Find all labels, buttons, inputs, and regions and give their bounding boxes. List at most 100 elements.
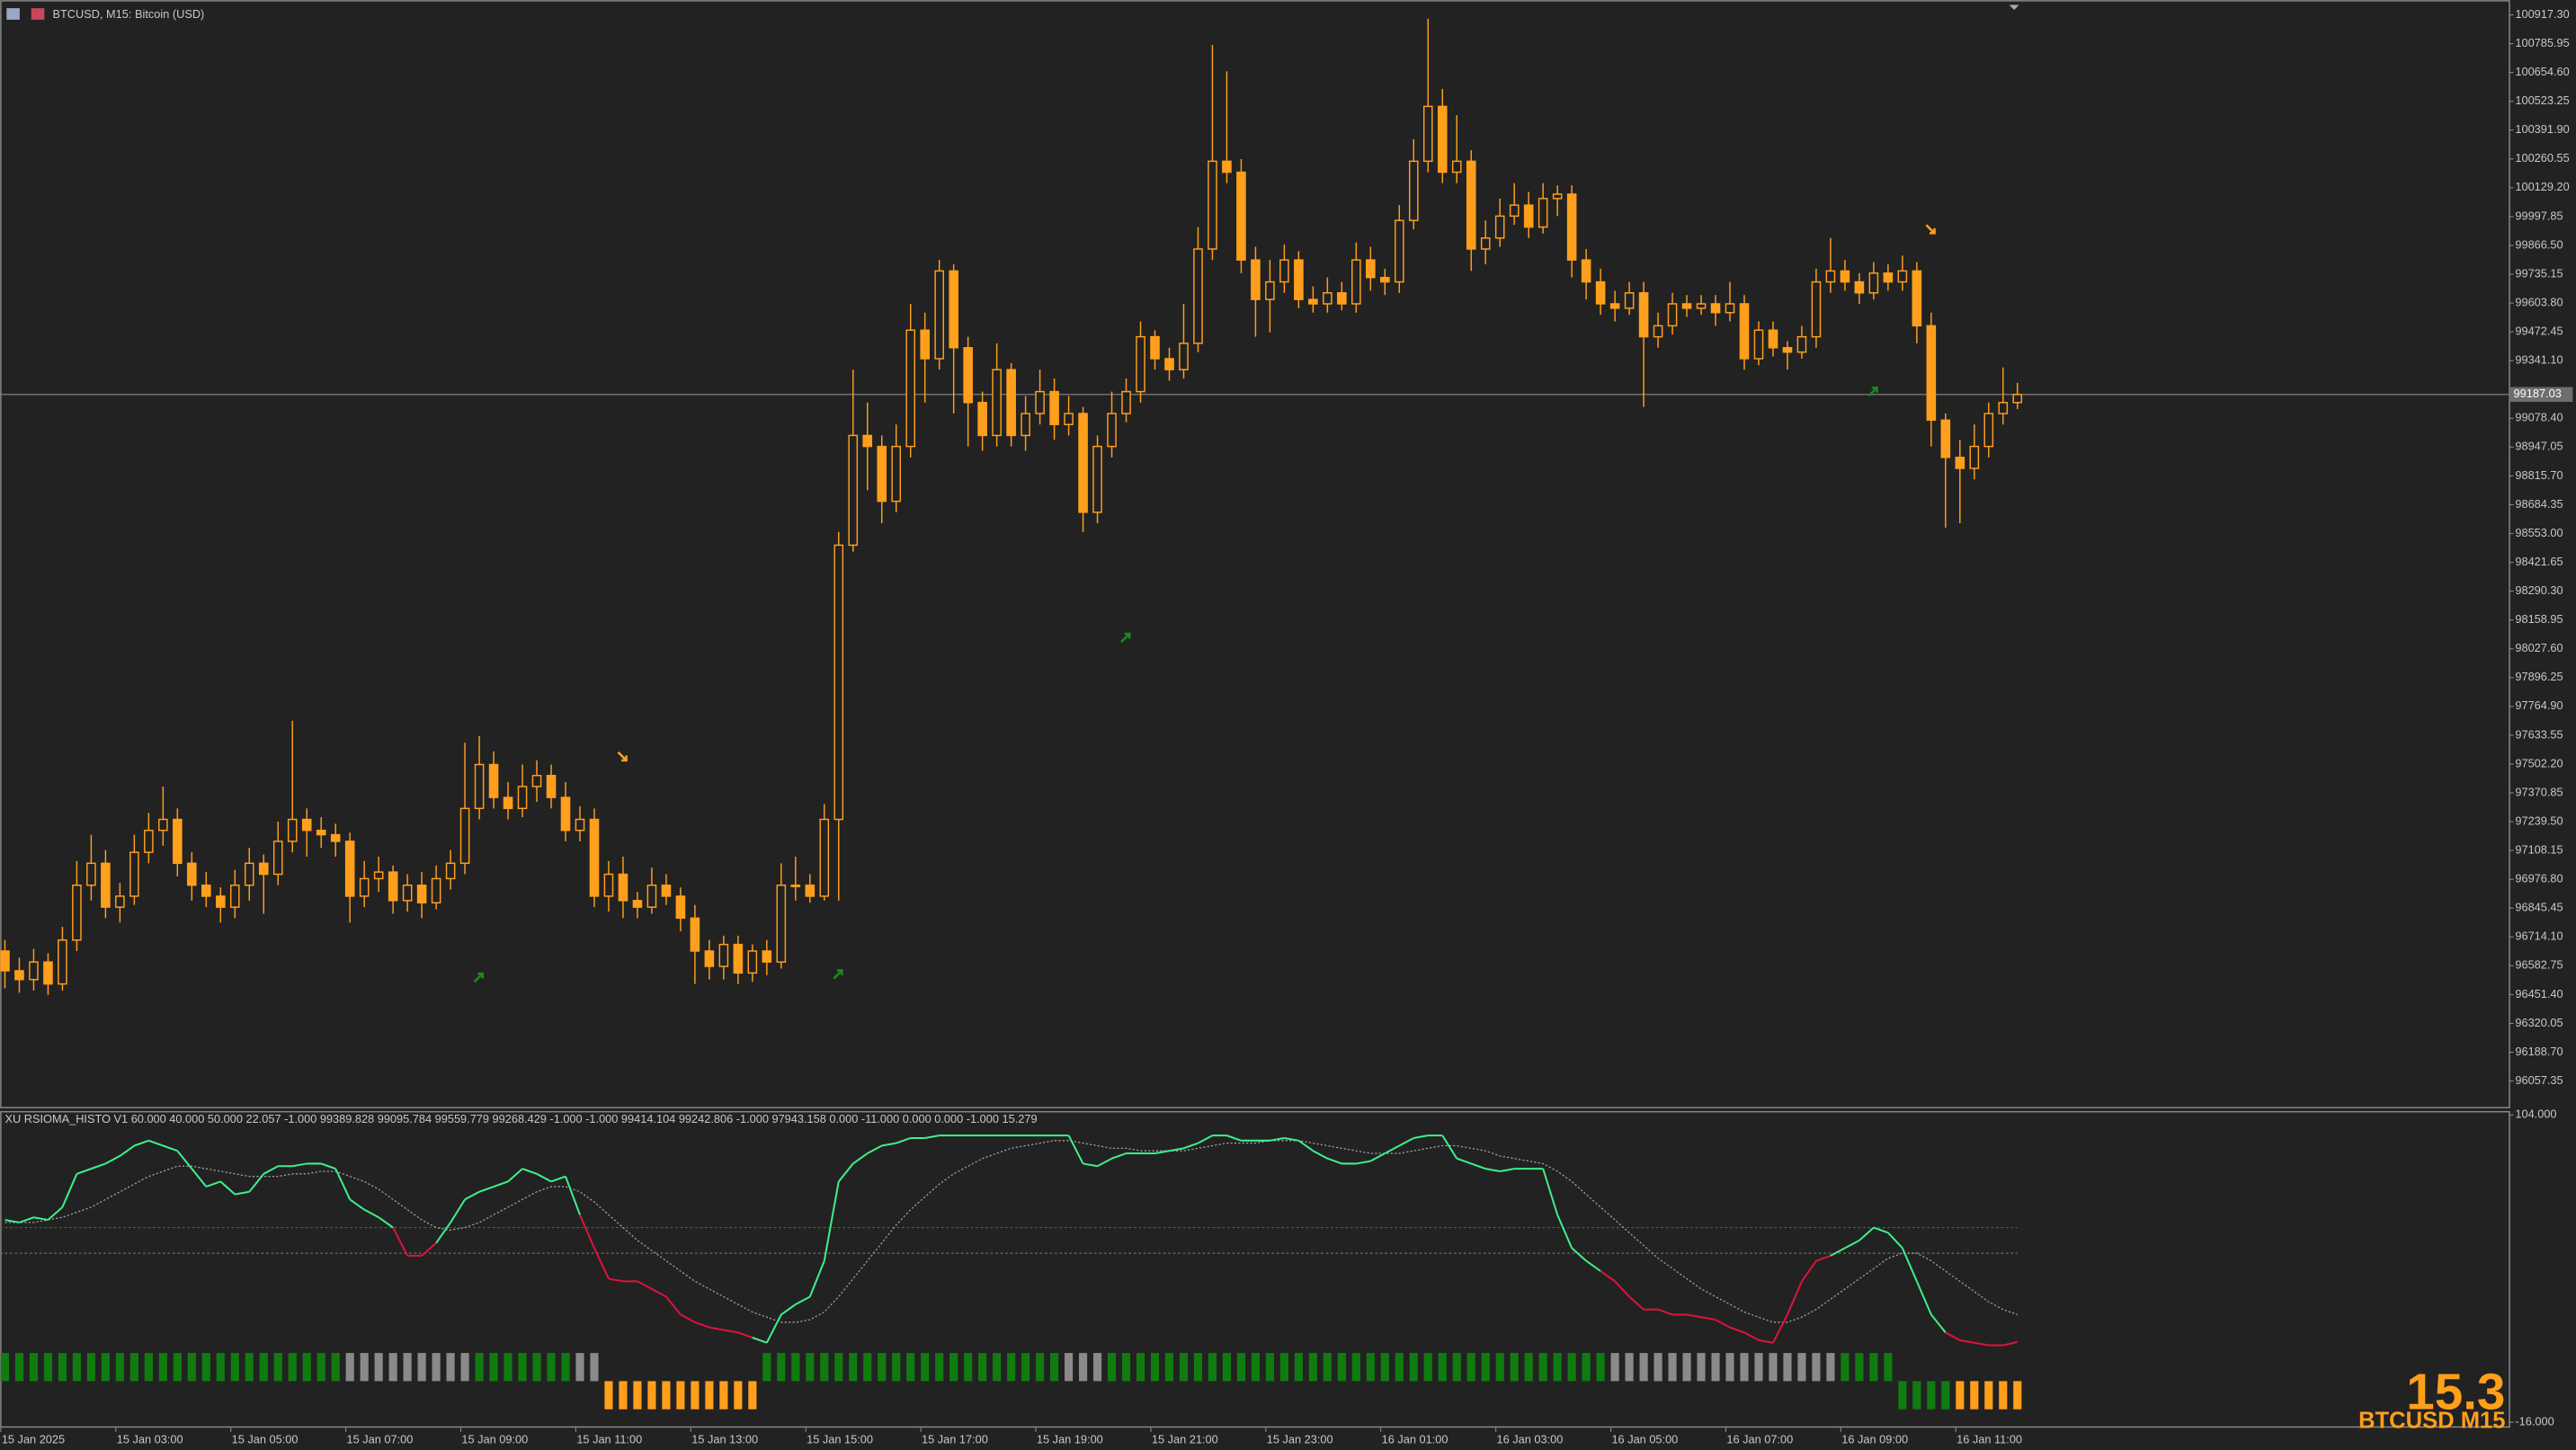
candle-body (1667, 303, 1678, 327)
histogram-bar (1884, 1353, 1893, 1382)
histogram-bar (1395, 1353, 1404, 1382)
histogram-bar (245, 1353, 254, 1382)
histogram-bar (43, 1353, 53, 1382)
histogram-bar (1050, 1353, 1059, 1382)
y-tick-label: 99472.45 (2515, 325, 2563, 338)
histogram-bar (1279, 1353, 1288, 1382)
histogram-bar (1136, 1353, 1145, 1382)
histogram-bar (1927, 1381, 1936, 1410)
rsi-segment (33, 1216, 49, 1222)
x-tick-label: 15 Jan 13:00 (691, 1432, 758, 1446)
histogram-bar (1538, 1353, 1547, 1382)
price-panel-frame (0, 0, 2510, 1108)
rsi-segment (349, 1198, 365, 1211)
rsi-segment (1945, 1331, 1961, 1341)
histogram-bar (1625, 1353, 1634, 1382)
rsi-segment (1585, 1259, 1601, 1272)
candle-body (1064, 413, 1074, 425)
candle-body (301, 818, 312, 832)
rsi-segment (593, 1247, 610, 1279)
rsi-segment (1083, 1162, 1098, 1168)
histogram-bar (216, 1353, 225, 1382)
histogram-bar (590, 1353, 599, 1382)
rsi-segment (1369, 1152, 1386, 1162)
signal-line (4, 1140, 2018, 1323)
histogram-bar (806, 1353, 815, 1382)
histogram-bar (518, 1353, 527, 1382)
candle-body (862, 434, 873, 448)
histogram-bar (1323, 1353, 1332, 1382)
candle-body (1811, 280, 1822, 338)
candle-body (144, 829, 154, 853)
rsi-segment (464, 1190, 480, 1201)
x-tick-label: 15 Jan 19:00 (1037, 1432, 1103, 1446)
histogram-bar (1797, 1353, 1806, 1382)
x-tick-label: 15 Jan 07:00 (347, 1432, 414, 1446)
candle-body (2012, 394, 2023, 404)
candle-body (388, 871, 398, 902)
candle-body (86, 862, 96, 886)
candle-body (1739, 303, 1750, 360)
rsi-segment (1312, 1150, 1328, 1160)
rsi-segment (1500, 1168, 1515, 1172)
histogram-bar (0, 1353, 10, 1382)
histogram-bar (1107, 1353, 1117, 1382)
histogram-bar (360, 1353, 369, 1382)
rsi-segment (478, 1186, 495, 1193)
y-tick-label: 96451.40 (2515, 987, 2563, 1001)
histogram-bar (1912, 1381, 1921, 1410)
candle-body (1624, 292, 1635, 309)
x-tick-label: 16 Jan 09:00 (1841, 1432, 1908, 1446)
rsi-segment (795, 1295, 811, 1305)
y-tick-label: 99735.15 (2515, 266, 2563, 280)
rsi-segment (1930, 1313, 1947, 1333)
rsi-segment (119, 1144, 135, 1157)
candle-body (72, 884, 82, 941)
candle-body (718, 943, 729, 967)
rsi-segment (1097, 1157, 1113, 1168)
rsi-segment (1657, 1308, 1673, 1316)
histogram-bar (1236, 1353, 1245, 1382)
candle-body (1782, 347, 1793, 353)
x-tick-label: 15 Jan 05:00 (232, 1432, 299, 1446)
candle-body (920, 329, 930, 360)
histogram-bar (86, 1353, 95, 1382)
histogram-bar (316, 1353, 325, 1382)
histogram-bar (676, 1381, 685, 1410)
y-tick-label: 96845.45 (2515, 901, 2563, 914)
y-tick-label: 100654.60 (2515, 65, 2569, 78)
y-tick-label: 97764.90 (2515, 698, 2563, 712)
rsi-segment (1356, 1160, 1371, 1165)
histogram-bar (820, 1353, 829, 1382)
candle-body (1883, 272, 1894, 283)
candle-body (1049, 390, 1059, 425)
histogram-bar (748, 1381, 757, 1410)
candle-body (992, 369, 1002, 437)
histogram-bar (1553, 1353, 1562, 1382)
histogram-bar (432, 1353, 441, 1382)
rsi-segment (1154, 1150, 1170, 1155)
candle-body (1725, 303, 1735, 314)
rsi-current-value: 15.3 (2406, 1365, 2505, 1421)
candle-body (1236, 171, 1246, 261)
histogram-bar (1970, 1381, 1979, 1410)
histogram-bar (1409, 1353, 1418, 1382)
candle-body (158, 818, 168, 832)
rsi-segment (1398, 1137, 1414, 1147)
candle-body (373, 871, 384, 880)
rsi-segment (1743, 1331, 1760, 1341)
histogram-bar (1164, 1353, 1174, 1382)
candle-body (1351, 259, 1361, 305)
rsi-segment (837, 1162, 854, 1182)
rsi-segment (1169, 1147, 1184, 1152)
candle-body (402, 884, 413, 902)
candle-body (1121, 390, 1131, 414)
histogram-bar (144, 1353, 153, 1382)
histogram-bar (201, 1353, 210, 1382)
histogram-bar (446, 1353, 455, 1382)
candle-body (560, 796, 571, 832)
histogram-bar (302, 1353, 311, 1382)
rsi-segment (1628, 1295, 1645, 1311)
candle-body (503, 796, 513, 810)
y-tick-label: 100129.20 (2515, 180, 2569, 193)
